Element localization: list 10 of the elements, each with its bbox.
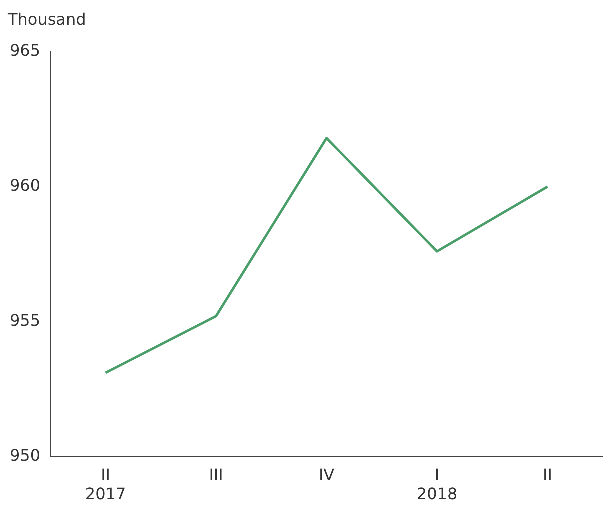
x-tick-label: I 2018: [416, 465, 458, 504]
x-tick-label: II: [543, 465, 552, 484]
y-tick-label: 960: [10, 176, 41, 196]
y-tick-label: 955: [10, 310, 41, 330]
x-tick-label: III: [209, 465, 224, 484]
x-tick-label: II 2017: [85, 465, 126, 504]
y-tick-label: 950: [10, 446, 41, 465]
y-axis-title: Thousand: [8, 10, 86, 29]
y-tick-label: 965: [10, 41, 41, 60]
x-tick-label: IV: [318, 465, 335, 484]
